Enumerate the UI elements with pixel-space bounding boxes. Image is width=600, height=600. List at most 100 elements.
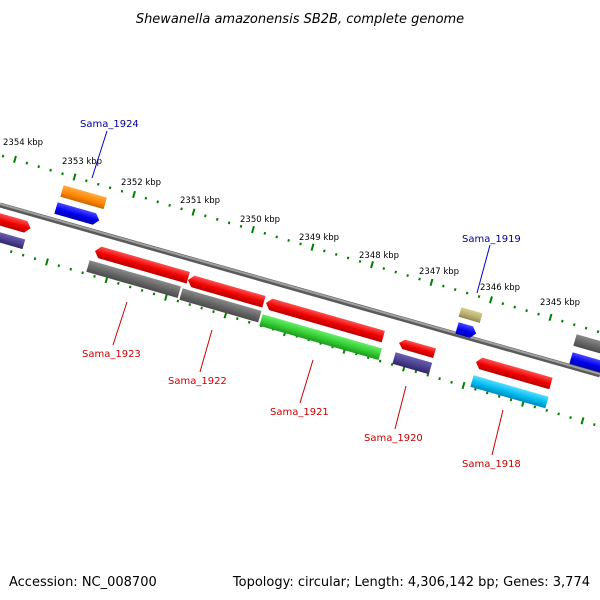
bottom-scale-minor-tick bbox=[57, 264, 61, 268]
top-scale-minor-tick bbox=[168, 203, 171, 207]
gene-red-4[interactable] bbox=[398, 338, 436, 359]
bottom-scale-minor-tick bbox=[593, 423, 596, 427]
top-scale-minor-tick bbox=[239, 224, 243, 228]
top-scale-minor-tick bbox=[204, 214, 207, 218]
gene-cyan-sama-1918[interactable] bbox=[470, 375, 549, 409]
bottom-scale-minor-tick bbox=[9, 250, 13, 254]
top-scale-minor-tick bbox=[227, 221, 231, 225]
bottom-scale-minor-tick bbox=[557, 412, 560, 416]
top-scale-minor-tick bbox=[465, 291, 469, 295]
gene-blue-right[interactable] bbox=[569, 352, 600, 375]
gene-khaki-sama-1919[interactable] bbox=[458, 307, 483, 323]
bottom-scale-minor-tick bbox=[188, 303, 192, 307]
scale-labels: 2354 kbp 2353 kbp 2352 kbp 2351 kbp 2350… bbox=[3, 138, 580, 308]
top-scale-minor-tick bbox=[596, 330, 600, 334]
top-scale-minor-tick bbox=[287, 238, 290, 242]
gene-blue-1919[interactable] bbox=[455, 322, 478, 339]
bottom-scale-minor-tick bbox=[545, 408, 549, 412]
scale-label-2350: 2350 kbp bbox=[240, 215, 280, 225]
scale-label-2354: 2354 kbp bbox=[3, 138, 43, 148]
gene-label-sama-1924[interactable]: Sama_1924 bbox=[80, 119, 139, 130]
top-scale-major-tick bbox=[489, 296, 493, 304]
gene-label-sama-1922[interactable]: Sama_1922 bbox=[168, 376, 227, 387]
gene-purple-left[interactable] bbox=[0, 231, 26, 250]
scale-label-2346: 2346 kbp bbox=[480, 283, 520, 293]
top-scale-minor-tick bbox=[37, 165, 41, 169]
bottom-scale-minor-tick bbox=[21, 253, 25, 257]
bottom-scale-minor-tick bbox=[176, 299, 180, 303]
top-scale-major-tick bbox=[132, 190, 136, 199]
bottom-scale-minor-tick bbox=[140, 288, 144, 292]
top-scale-minor-tick bbox=[382, 267, 386, 271]
gene-blue-1924[interactable] bbox=[54, 202, 101, 226]
top-scale-minor-tick bbox=[358, 259, 362, 263]
bottom-scale-minor-tick bbox=[33, 257, 37, 261]
bottom-scale-minor-tick bbox=[438, 377, 441, 381]
top-scale-minor-tick bbox=[25, 161, 29, 165]
scale-label-2351: 2351 kbp bbox=[180, 196, 220, 206]
top-scale-minor-tick bbox=[537, 312, 540, 316]
top-scale-minor-tick bbox=[525, 309, 528, 313]
gene-gray-sama-1923[interactable] bbox=[86, 260, 181, 298]
bottom-scale-minor-tick bbox=[152, 292, 156, 296]
bottom-scale-minor-tick bbox=[450, 380, 453, 384]
backbone-line bbox=[0, 203, 600, 375]
bottom-scale-minor-tick bbox=[69, 267, 73, 271]
gene-orange-sama-1924[interactable] bbox=[60, 185, 107, 210]
scale-label-2352: 2352 kbp bbox=[121, 178, 161, 188]
gene-label-sama-1923[interactable]: Sama_1923 bbox=[82, 349, 141, 360]
scale-label-2345: 2345 kbp bbox=[540, 298, 580, 308]
bottom-scale-minor-tick bbox=[474, 387, 477, 391]
bottom-scale-minor-tick bbox=[509, 398, 513, 402]
top-scale-major-tick bbox=[548, 313, 553, 322]
bottom-scale-minor-tick bbox=[236, 317, 239, 321]
top-scale-minor-tick bbox=[406, 274, 409, 278]
top-scale-minor-tick bbox=[180, 207, 183, 211]
bottom-scale-minor-tick bbox=[378, 359, 382, 363]
gene-red-3[interactable] bbox=[264, 297, 385, 343]
bottom-scale-minor-tick bbox=[81, 271, 84, 275]
gene-green-sama-1921[interactable] bbox=[259, 314, 382, 360]
top-scale-major-tick bbox=[370, 261, 374, 269]
gene-features bbox=[0, 185, 600, 409]
top-scale-ticks bbox=[1, 154, 600, 334]
scale-label-2347: 2347 kbp bbox=[419, 267, 459, 277]
top-scale-major-tick bbox=[72, 173, 77, 181]
top-scale-minor-tick bbox=[572, 323, 576, 327]
gene-red-2[interactable] bbox=[186, 274, 266, 308]
gene-red-left[interactable] bbox=[0, 212, 32, 234]
scale-label-2353: 2353 kbp bbox=[62, 157, 102, 167]
bottom-scale-minor-tick bbox=[414, 370, 418, 374]
gene-gray-right[interactable] bbox=[573, 334, 600, 357]
map-title: Shewanella amazonensis SB2B, complete ge… bbox=[136, 12, 464, 27]
gene-label-sama-1918[interactable]: Sama_1918 bbox=[462, 459, 521, 470]
bottom-scale-major-tick bbox=[461, 381, 466, 390]
top-scale-minor-tick bbox=[477, 295, 481, 299]
accession-text: Accession: NC_008700 bbox=[9, 575, 157, 590]
gene-red-1[interactable] bbox=[93, 245, 190, 284]
top-scale-minor-tick bbox=[442, 284, 445, 288]
top-scale-minor-tick bbox=[61, 172, 64, 176]
gene-red-5[interactable] bbox=[474, 356, 553, 390]
bottom-scale-major-tick bbox=[580, 417, 585, 425]
gene-label-sama-1920[interactable]: Sama_1920 bbox=[364, 433, 423, 444]
top-scale-minor-tick bbox=[85, 179, 88, 183]
bottom-scale-minor-tick bbox=[247, 320, 251, 324]
top-scale-minor-tick bbox=[215, 217, 219, 221]
bottom-scale-minor-tick bbox=[497, 394, 501, 398]
top-scale-minor-tick bbox=[501, 302, 505, 306]
gene-label-sama-1921[interactable]: Sama_1921 bbox=[270, 407, 329, 418]
top-scale-major-tick bbox=[429, 278, 434, 286]
top-scale-minor-tick bbox=[334, 252, 338, 256]
bottom-scale-minor-tick bbox=[200, 306, 203, 310]
top-scale-minor-tick bbox=[156, 200, 160, 204]
scale-label-2348: 2348 kbp bbox=[359, 251, 399, 261]
bottom-scale-minor-tick bbox=[569, 416, 572, 420]
scale-label-2349: 2349 kbp bbox=[299, 233, 339, 243]
gene-gray-sama-1922[interactable] bbox=[179, 288, 262, 323]
top-scale-minor-tick bbox=[96, 182, 100, 186]
bottom-scale-major-tick bbox=[164, 293, 168, 301]
gene-label-sama-1919[interactable]: Sama_1919 bbox=[462, 234, 521, 245]
gene-purple-sama-1920[interactable] bbox=[392, 352, 433, 375]
